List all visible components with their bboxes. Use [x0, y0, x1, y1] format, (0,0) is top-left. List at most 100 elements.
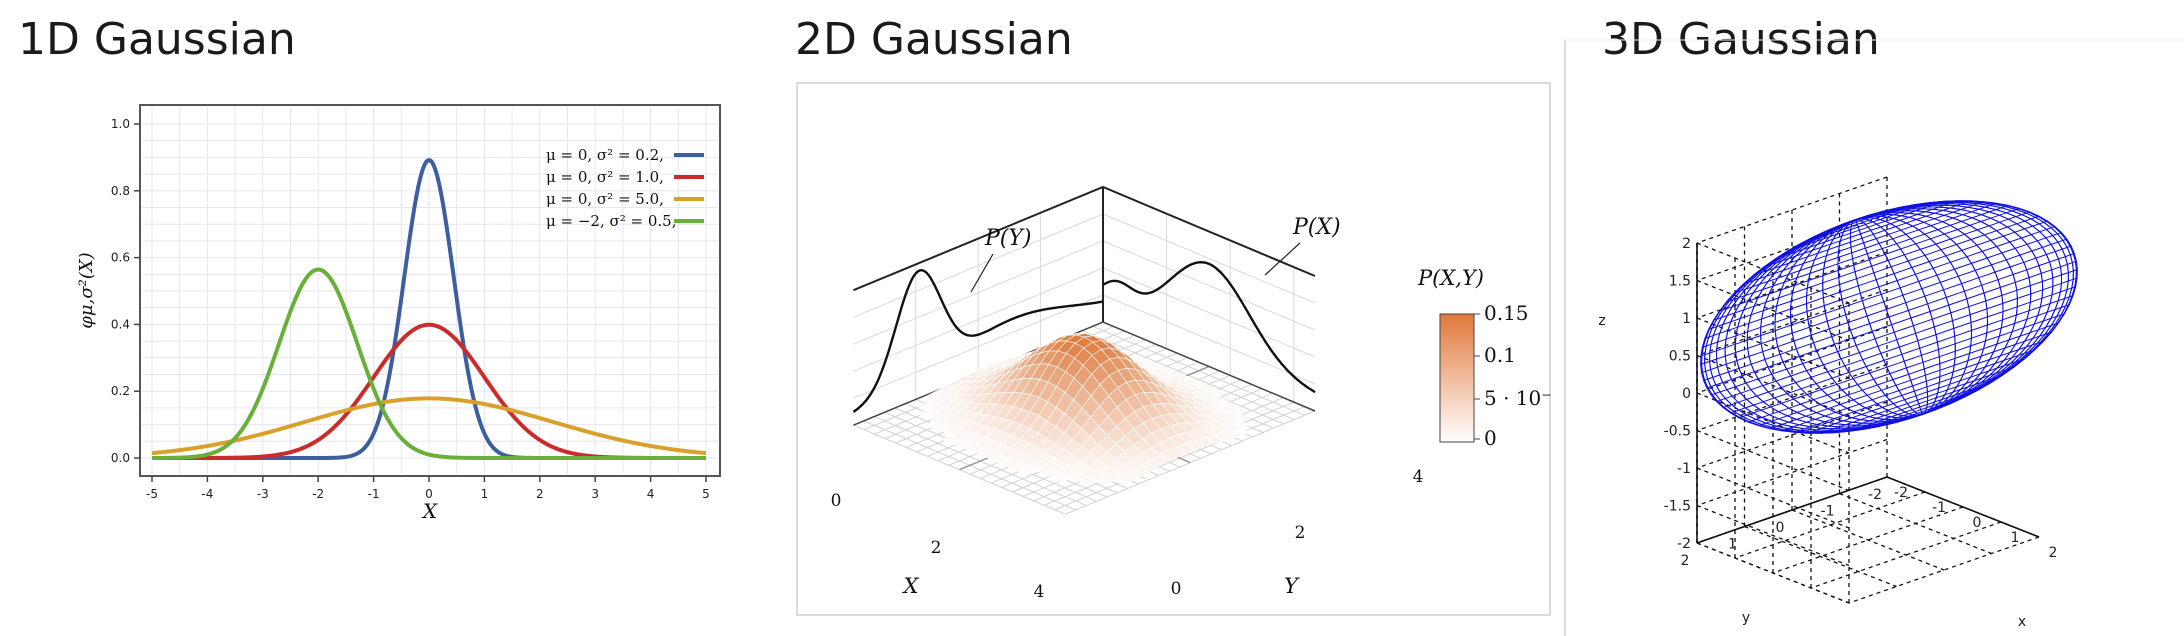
x-axis-line — [1886, 476, 2040, 538]
panel-title-1d: 1D Gaussian — [18, 14, 296, 65]
ellipsoid-parallel — [1892, 402, 1952, 424]
side-wall-grid — [1696, 438, 1888, 507]
ellipsoid-parallel — [1877, 396, 1965, 428]
ellipsoid-parallel — [1743, 201, 1985, 285]
side-wall-grid — [1696, 251, 1888, 319]
ellipsoid-parallel — [1752, 200, 1972, 276]
colorbar-tick-label: 5 · 10⁻ — [1484, 386, 1552, 410]
z-tick-label: -1 — [1677, 461, 1691, 477]
legend-label-2: μ = 0, σ² = 5.0, — [546, 190, 664, 208]
colorbar-tick-label: 0 — [1484, 426, 1497, 450]
series-line-3 — [151, 267, 706, 460]
x-tick-label: 2 — [536, 487, 544, 501]
x-tick-label: 0 — [1973, 515, 1982, 531]
ellipsoid-parallel — [1702, 226, 2056, 348]
y-axis-label: y — [1742, 610, 1750, 626]
marginal-label-px: P(X) — [1292, 215, 1341, 240]
y-tick-label: 1 — [1728, 537, 1737, 553]
back-wall-grid — [1696, 504, 1850, 567]
right-wall — [1103, 187, 1315, 411]
ellipsoid-parallel — [1848, 382, 1992, 432]
wall-grid-line — [1102, 240, 1316, 331]
y-axis-label: φμ,σ²(X) — [76, 252, 97, 328]
ellipsoid-parallel — [1774, 200, 1944, 260]
floor-grid — [1772, 506, 1964, 574]
marginal-pointer-py — [970, 253, 994, 293]
y-tick-label: 0.6 — [111, 251, 130, 265]
x-tick-label: 5 — [702, 487, 710, 501]
ellipsoid-parallel — [1726, 204, 2009, 303]
side-wall-grid — [1696, 176, 1888, 244]
ellipsoid-parallel — [1738, 304, 2070, 419]
surface-cell — [1018, 465, 1038, 476]
back-wall-grid — [1696, 429, 1850, 492]
x-axis-label: X — [421, 499, 438, 523]
y-tick-label: -1 — [1821, 504, 1835, 520]
marginal-label-py: P(Y) — [984, 226, 1032, 251]
z-tick-label: 2 — [1682, 236, 1691, 252]
x-tick-label: 2 — [931, 538, 942, 558]
ellipsoid-parallel — [1748, 313, 2065, 423]
side-wall-grid — [1696, 401, 1888, 469]
y-tick-label: -2 — [1868, 487, 1882, 503]
wall-grid-line — [1102, 267, 1316, 358]
ellipsoid-wireframe — [1700, 200, 2078, 434]
ellipsoid-parallel — [1863, 389, 1979, 430]
side-wall-grid — [1696, 288, 1888, 357]
z-tick-label: 0 — [1682, 386, 1691, 402]
marginal-curve-px — [1102, 260, 1316, 394]
side-wall-grid — [1696, 326, 1888, 394]
ellipsoid-parallel — [1758, 322, 2059, 427]
back-wall-grid — [1696, 242, 1850, 304]
x-axis-label: X — [902, 574, 920, 598]
ellipsoid-parallel — [1813, 206, 1901, 238]
x-tick-label: -2 — [1894, 485, 1908, 501]
y-axis-line — [1696, 476, 1888, 544]
x-tick-label: -3 — [257, 487, 269, 501]
z-tick-label: 1.5 — [1669, 274, 1691, 290]
x-tick-label: -4 — [201, 487, 213, 501]
ellipsoid-parallel — [1799, 204, 1915, 245]
wall-grid-line — [1102, 213, 1316, 304]
x-tick-label: 4 — [1034, 582, 1045, 602]
y-tick-label: 2 — [1295, 523, 1306, 543]
floor-grid — [1810, 521, 2002, 589]
ellipsoid-parallel — [1710, 269, 2078, 396]
x-tick-label: 1 — [481, 487, 489, 501]
ellipsoid-parallel — [1713, 211, 2030, 321]
ellipsoid-parallel — [1734, 202, 1997, 294]
ellipsoid-parallel — [1820, 366, 2015, 434]
ellipsoid-parallel — [1781, 340, 2044, 432]
surface-cell — [1096, 475, 1116, 486]
z-tick-label: 1 — [1682, 311, 1691, 327]
ellipsoid-parallel — [1907, 408, 1937, 420]
z-tick-label: -2 — [1677, 536, 1691, 552]
floor-grid — [1848, 536, 2040, 604]
ellipsoid-parallel — [1703, 253, 2075, 381]
colorbar — [1439, 313, 1475, 443]
y-tick-label: 4 — [1413, 467, 1424, 487]
ellipsoid-parallel — [1826, 210, 1886, 232]
legend-label-3: μ = −2, σ² = 0.5, — [546, 212, 676, 230]
back-wall-grid — [1696, 542, 1850, 604]
y-tick-label: 0.2 — [111, 384, 130, 398]
ellipsoid-parallel — [1708, 215, 2040, 330]
series-line-2 — [151, 396, 707, 456]
y-tick-label: 1.0 — [111, 117, 130, 131]
x-tick-label: -1 — [368, 487, 380, 501]
legend-label-0: μ = 0, σ² = 0.2, — [546, 146, 664, 164]
ellipsoid-parallel — [1786, 202, 1930, 252]
wall-grid-line — [1102, 294, 1316, 385]
ellipsoid-parallel — [1704, 220, 2048, 339]
x-tick-label: -2 — [312, 487, 324, 501]
ellipsoid-parallel — [1730, 295, 2074, 414]
side-wall-grid — [1696, 363, 1888, 432]
marginal-pointer-px — [1264, 242, 1301, 276]
ellipsoid-parallel — [1841, 214, 1871, 226]
ellipsoid-parallel — [1701, 245, 2072, 374]
z-axis-label: z — [1598, 313, 1605, 329]
legend-label-1: μ = 0, σ² = 1.0, — [546, 168, 664, 186]
surface-cell — [1052, 472, 1072, 483]
